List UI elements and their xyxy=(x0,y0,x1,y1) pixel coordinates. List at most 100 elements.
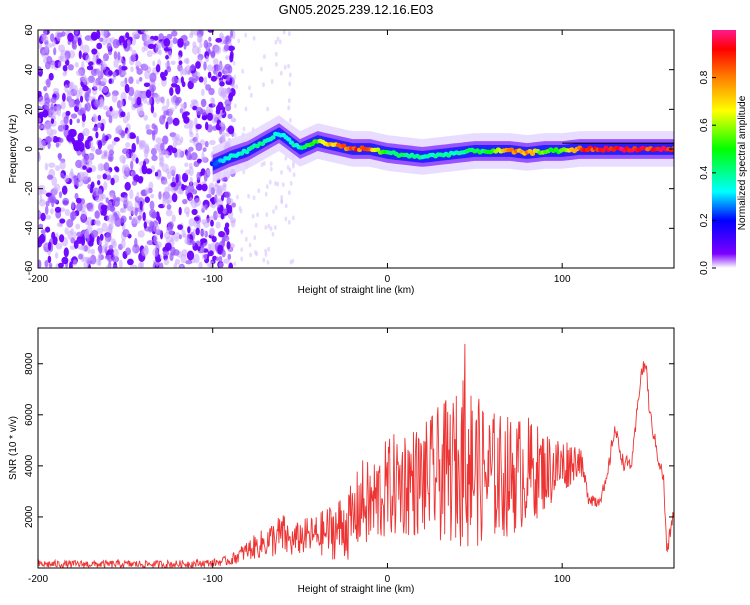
noise-speckle xyxy=(138,110,145,116)
noise-speckle xyxy=(288,118,292,123)
noise-speckle xyxy=(102,133,106,143)
noise-speckle xyxy=(162,250,170,256)
noise-speckle xyxy=(203,76,208,86)
noise-speckle xyxy=(52,186,58,196)
noise-speckle xyxy=(135,90,142,97)
noise-speckle xyxy=(182,198,188,205)
noise-speckle xyxy=(218,63,224,72)
noise-speckle xyxy=(283,64,287,70)
noise-speckle xyxy=(131,246,136,253)
noise-speckle xyxy=(145,89,152,99)
noise-speckle xyxy=(152,60,156,67)
noise-speckle xyxy=(101,64,107,71)
noise-speckle xyxy=(190,120,194,128)
noise-speckle xyxy=(200,238,208,244)
noise-speckle xyxy=(105,37,112,44)
spectrogram-y-tick-label: -60 xyxy=(24,260,35,275)
noise-speckle xyxy=(49,194,56,203)
noise-speckle xyxy=(201,156,208,164)
colorbar-label: Normalized spectral amplitude xyxy=(737,95,748,230)
noise-speckle xyxy=(118,259,123,268)
noise-speckle xyxy=(175,97,180,106)
noise-speckle xyxy=(101,77,107,84)
noise-speckle xyxy=(190,30,194,36)
spectrogram-y-tick-label: 60 xyxy=(24,24,35,36)
noise-speckle xyxy=(108,50,112,56)
noise-speckle xyxy=(56,107,62,117)
noise-speckle xyxy=(46,78,51,88)
noise-speckle xyxy=(140,30,149,33)
noise-speckle xyxy=(103,181,108,191)
noise-speckle xyxy=(230,219,236,228)
noise-speckle xyxy=(198,76,204,83)
colorbar-tick-label: 0.4 xyxy=(699,165,710,179)
spectrogram-xlabel: Height of straight line (km) xyxy=(298,285,415,296)
noise-speckle xyxy=(213,210,218,221)
noise-speckle xyxy=(130,151,136,161)
noise-speckle xyxy=(38,117,42,123)
noise-speckle xyxy=(188,218,195,227)
noise-speckle xyxy=(169,165,177,175)
noise-speckle xyxy=(287,63,290,69)
noise-speckle xyxy=(289,181,293,186)
colorbar-tick-label: 0.2 xyxy=(699,213,710,227)
noise-speckle xyxy=(227,45,235,52)
noise-speckle xyxy=(45,200,50,207)
noise-speckle xyxy=(218,86,225,97)
noise-speckle xyxy=(50,118,55,124)
noise-speckle xyxy=(172,117,180,126)
noise-speckle xyxy=(177,224,184,231)
colorbar xyxy=(712,30,736,268)
noise-speckle xyxy=(129,215,132,221)
noise-speckle xyxy=(240,256,244,262)
noise-speckle xyxy=(264,248,267,254)
noise-speckle xyxy=(288,81,292,87)
noise-speckle xyxy=(108,149,115,156)
noise-speckle xyxy=(46,56,53,65)
noise-speckle xyxy=(50,97,57,104)
noise-speckle xyxy=(235,84,239,89)
noise-speckle xyxy=(56,222,63,227)
noise-speckle xyxy=(82,85,89,92)
noise-speckle xyxy=(75,223,81,230)
noise-speckle xyxy=(87,248,91,254)
noise-speckle xyxy=(188,166,194,177)
noise-speckle xyxy=(150,193,155,199)
noise-speckle xyxy=(197,220,201,229)
noise-speckle xyxy=(240,229,244,235)
noise-speckle xyxy=(177,38,184,48)
noise-speckle xyxy=(154,144,161,151)
noise-speckle xyxy=(264,191,268,197)
noise-speckle xyxy=(166,204,172,210)
noise-speckle xyxy=(260,162,264,168)
noise-speckle xyxy=(158,191,162,200)
noise-speckle xyxy=(188,146,194,152)
noise-speckle xyxy=(210,75,217,82)
noise-speckle xyxy=(112,71,117,78)
noise-speckle xyxy=(66,218,74,228)
noise-speckle xyxy=(61,185,68,195)
noise-speckle xyxy=(131,49,137,57)
noise-speckle xyxy=(226,241,231,250)
noise-speckle xyxy=(269,166,273,172)
noise-speckle xyxy=(262,82,265,88)
noise-speckle xyxy=(274,51,278,57)
noise-speckle xyxy=(135,157,139,164)
spectrogram-y-tick-label: 0 xyxy=(24,146,35,152)
noise-speckle xyxy=(182,172,189,183)
noise-speckle xyxy=(41,35,49,43)
noise-speckle xyxy=(92,127,99,132)
noise-speckle xyxy=(240,247,244,253)
noise-speckle xyxy=(139,142,144,150)
noise-speckle xyxy=(40,229,47,235)
noise-speckle xyxy=(218,231,225,238)
noise-speckle xyxy=(38,223,44,229)
noise-speckle xyxy=(276,181,280,187)
noise-speckle xyxy=(110,177,115,186)
noise-speckle xyxy=(151,154,158,162)
noise-speckle xyxy=(239,208,243,214)
noise-speckle xyxy=(78,50,82,59)
noise-speckle xyxy=(60,55,68,62)
noise-speckle xyxy=(121,71,127,76)
noise-speckle xyxy=(113,50,118,60)
